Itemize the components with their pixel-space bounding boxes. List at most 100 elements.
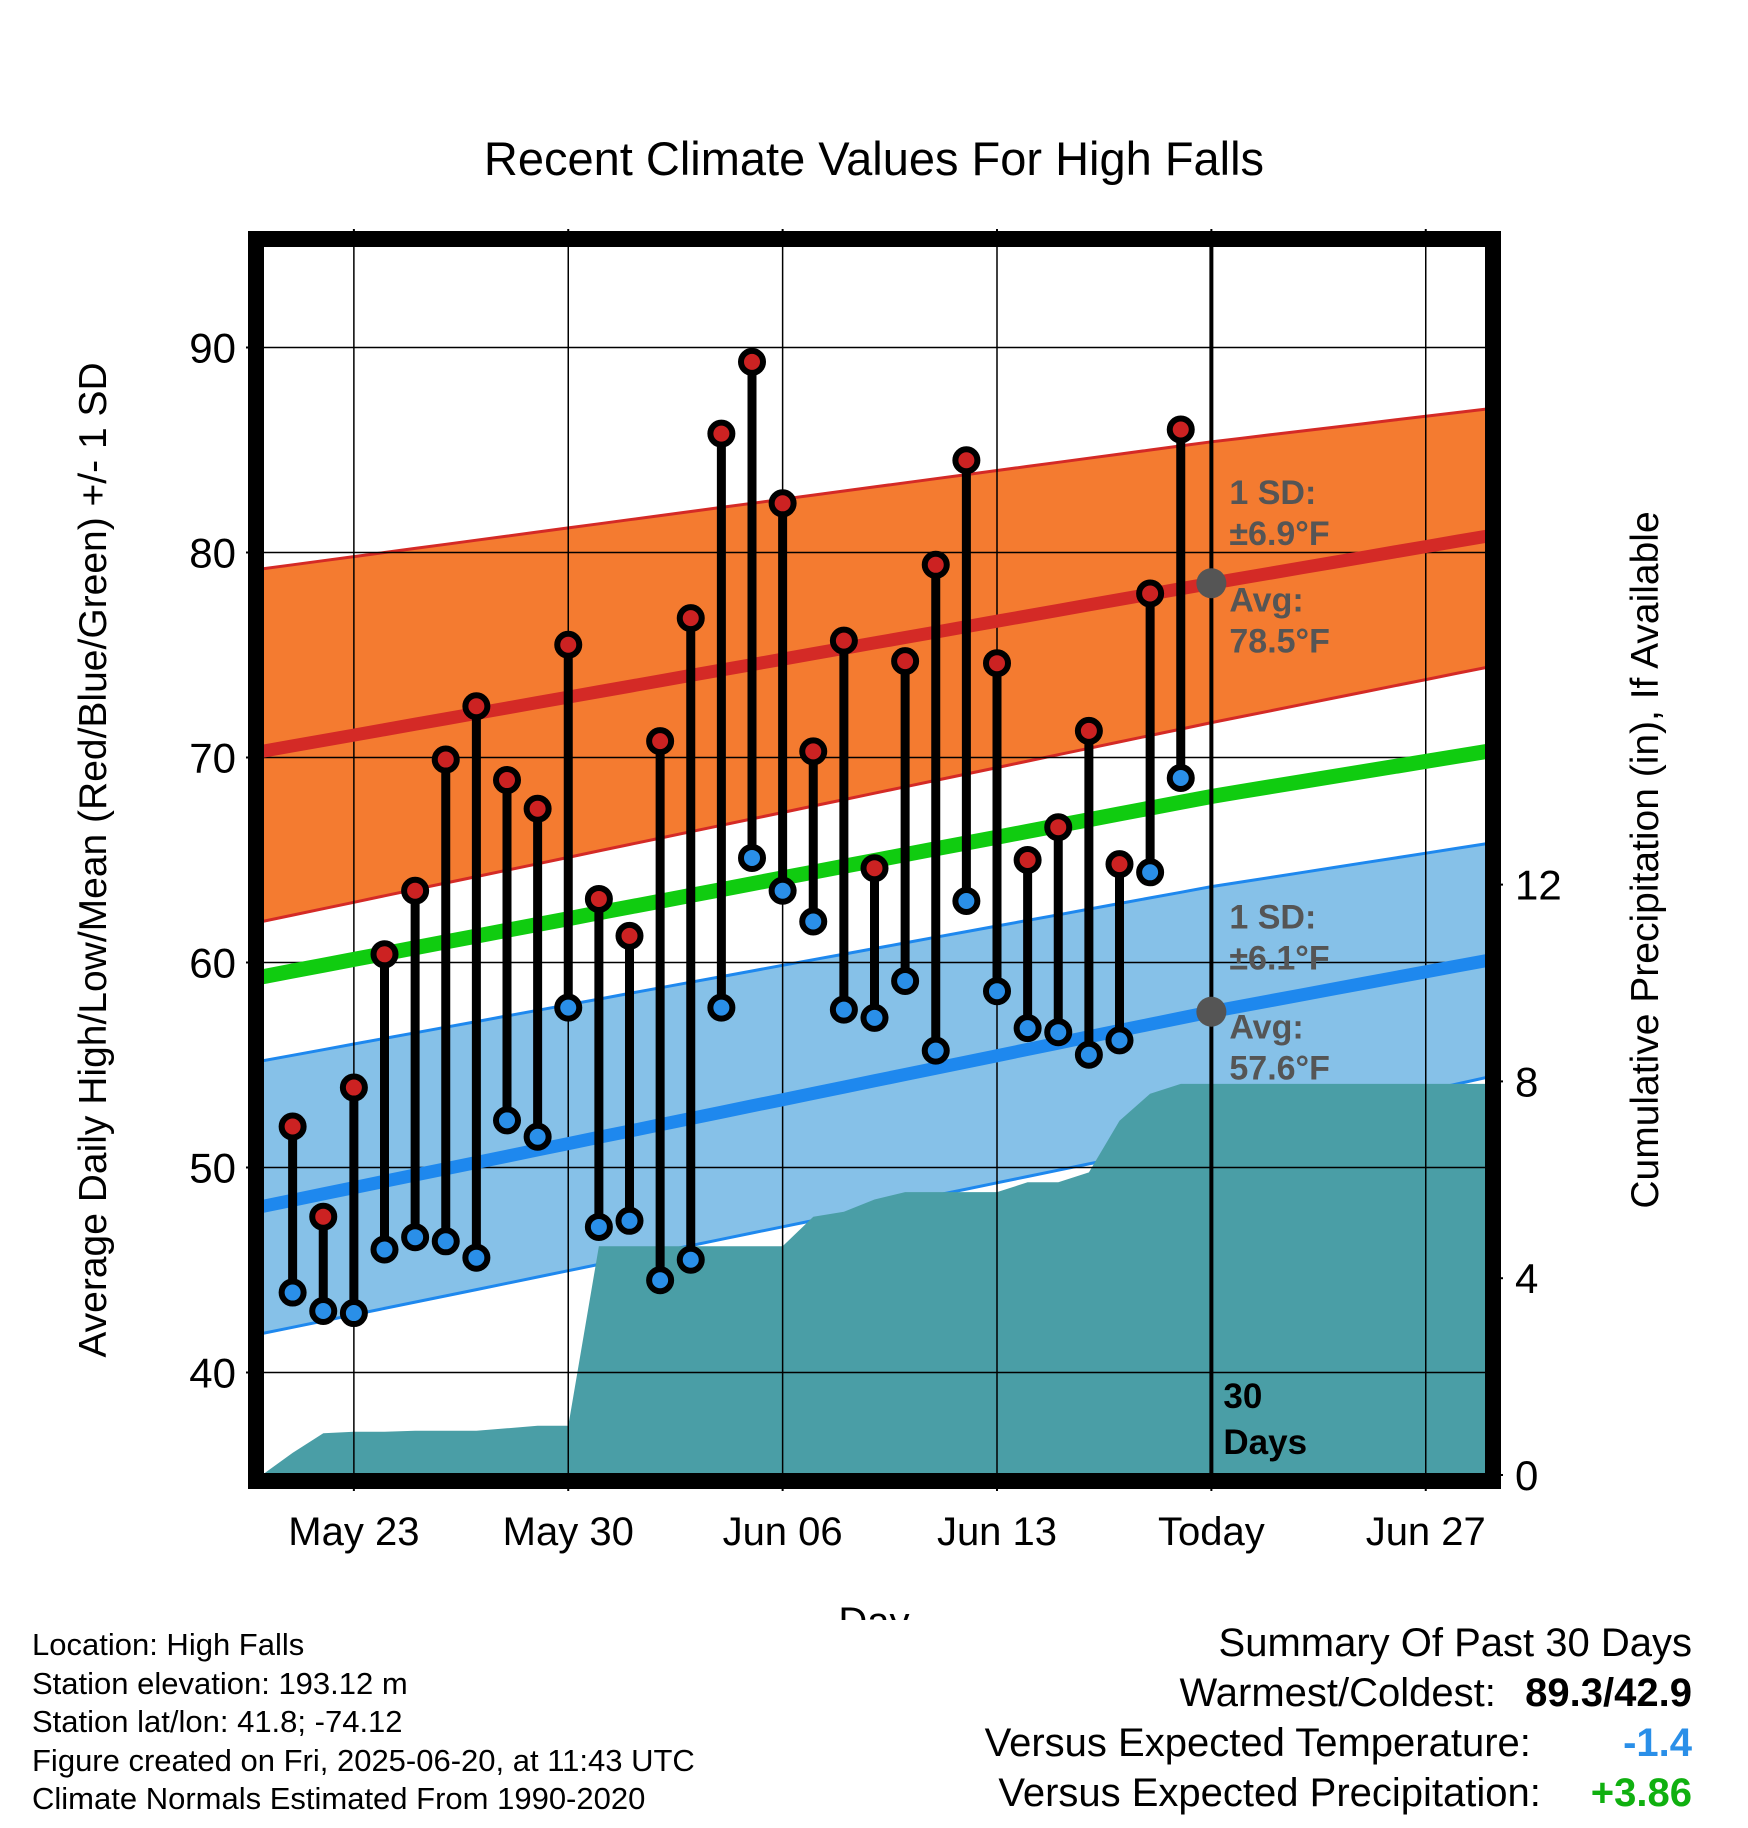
daily-low-point	[431, 1227, 460, 1256]
daily-low-point	[1013, 1014, 1042, 1043]
temp-value: -1.4	[1623, 1721, 1692, 1765]
daily-high-point	[339, 1073, 368, 1102]
daily-high-point	[738, 347, 766, 376]
high-sd-annotation-line: ±6.9°F	[1229, 515, 1329, 553]
summary-temp-row: Versus Expected Temperature: -1.4	[985, 1718, 1692, 1768]
daily-high-point	[615, 921, 644, 950]
daily-low-point	[1166, 764, 1195, 792]
info-latlon: Station lat/lon: 41.8; -74.12	[32, 1704, 403, 1739]
x-axis-label: Day	[838, 1600, 909, 1620]
daily-low-point	[1044, 1018, 1073, 1047]
low-sd-annotation-line: 1 SD:	[1229, 899, 1316, 937]
period-label: 30 Days	[1223, 1377, 1307, 1462]
precip-label: Versus Expected Precipitation:	[998, 1771, 1541, 1815]
daily-high-point	[860, 854, 889, 883]
high-avg-annotation-line: 78.5°F	[1229, 622, 1330, 660]
daily-high-point	[983, 649, 1011, 678]
temp-label: Versus Expected Temperature:	[984, 1721, 1531, 1765]
summary-panel: Summary Of Past 30 Days Warmest/Coldest:…	[985, 1618, 1692, 1818]
daily-high-point	[462, 692, 491, 721]
warm-cold-label: Warmest/Coldest:	[1179, 1671, 1496, 1715]
daily-low-point	[646, 1266, 675, 1295]
y-left-tick-label: 40	[189, 1350, 236, 1397]
daily-high-point	[431, 745, 460, 774]
daily-high-point	[707, 419, 736, 448]
daily-high-point	[676, 604, 705, 633]
x-tick-label: May 23	[288, 1510, 419, 1554]
daily-low-point	[278, 1278, 307, 1307]
daily-high-point	[278, 1112, 307, 1141]
summary-warm-cold-row: Warmest/Coldest: 89.3/42.9	[985, 1668, 1693, 1718]
low-sd-annotation: 1 SD: ±6.1°F	[1229, 899, 1329, 978]
high-sd-annotation: 1 SD: ±6.9°F	[1229, 474, 1329, 553]
x-tick-label: May 30	[503, 1510, 634, 1554]
low-avg-annotation: Avg: 57.6°F	[1229, 1009, 1330, 1088]
daily-low-point	[738, 843, 766, 872]
daily-high-point	[891, 647, 920, 676]
daily-high-point	[401, 876, 430, 905]
daily-low-point	[370, 1235, 399, 1264]
daily-low-point	[339, 1299, 368, 1328]
daily-low-point	[401, 1223, 430, 1252]
y-right-tick-label: 12	[1515, 862, 1562, 909]
daily-high-point	[584, 884, 613, 913]
daily-low-point	[615, 1206, 644, 1235]
low-avg-annotation-line: Avg:	[1229, 1009, 1303, 1047]
daily-low-point	[768, 876, 797, 905]
daily-low-point	[921, 1036, 950, 1065]
period-label-line: 30	[1223, 1377, 1262, 1416]
daily-low-point	[1074, 1040, 1103, 1069]
daily-high-point	[646, 727, 675, 756]
daily-high-point	[1166, 415, 1195, 444]
low-avg-annotation-line: 57.6°F	[1229, 1050, 1330, 1088]
daily-high-point	[1105, 850, 1134, 879]
y-axis-label-right: Cumulative Precipitation (in), If Availa…	[1624, 511, 1667, 1208]
high-band-lower-edge	[262, 665, 1487, 923]
daily-high-point	[1044, 813, 1073, 842]
daily-high-point	[952, 446, 981, 475]
daily-low-point	[554, 993, 583, 1022]
daily-high-point	[370, 940, 399, 969]
y-right-tick-label: 0	[1515, 1452, 1538, 1499]
info-created: Figure created on Fri, 2025-06-20, at 11…	[32, 1742, 695, 1778]
climate-chart: Recent Climate Values For High Falls 1 S…	[72, 132, 1667, 1620]
daily-high-point	[768, 489, 797, 518]
high-avg-annotation: Avg: 78.5°F	[1229, 581, 1330, 660]
x-tick-label: Jun 27	[1366, 1510, 1486, 1554]
period-label-line: Days	[1223, 1423, 1307, 1462]
y-left-tick-label: 60	[189, 940, 236, 987]
today-avg-low-marker	[1196, 996, 1227, 1027]
precip-value: +3.86	[1590, 1771, 1692, 1815]
x-tick-label: Today	[1158, 1510, 1265, 1554]
low-sd-annotation-line: ±6.1°F	[1229, 940, 1329, 978]
daily-low-point	[860, 1003, 889, 1032]
info-location: Location: High Falls	[32, 1627, 305, 1662]
daily-high-point	[1136, 579, 1165, 608]
daily-low-point	[829, 995, 858, 1024]
daily-low-point	[309, 1297, 338, 1325]
x-tick-label: Jun 06	[723, 1510, 843, 1554]
y-left-tick-label: 50	[189, 1145, 236, 1192]
daily-high-point	[1074, 716, 1103, 745]
x-tick-label: Jun 13	[937, 1510, 1057, 1554]
summary-title: Summary Of Past 30 Days	[1218, 1621, 1692, 1665]
precip-area	[262, 1083, 1487, 1475]
daily-low-point	[799, 907, 828, 936]
daily-low-point	[493, 1106, 521, 1135]
daily-low-point	[1105, 1026, 1134, 1055]
daily-low-point	[891, 966, 920, 995]
daily-high-point	[829, 626, 858, 655]
info-normals: Climate Normals Estimated From 1990-2020	[32, 1781, 646, 1816]
daily-low-point	[523, 1122, 552, 1151]
daily-low-point	[462, 1243, 491, 1272]
y-left-tick-label: 80	[189, 530, 236, 577]
y-left-tick-label: 90	[189, 325, 236, 372]
y-left-tick-label: 70	[189, 735, 236, 782]
daily-low-point	[1136, 858, 1165, 887]
daily-low-point	[707, 993, 736, 1022]
daily-high-point	[523, 794, 552, 823]
daily-high-point	[921, 550, 950, 579]
info-elevation: Station elevation: 193.12 m	[32, 1665, 408, 1701]
